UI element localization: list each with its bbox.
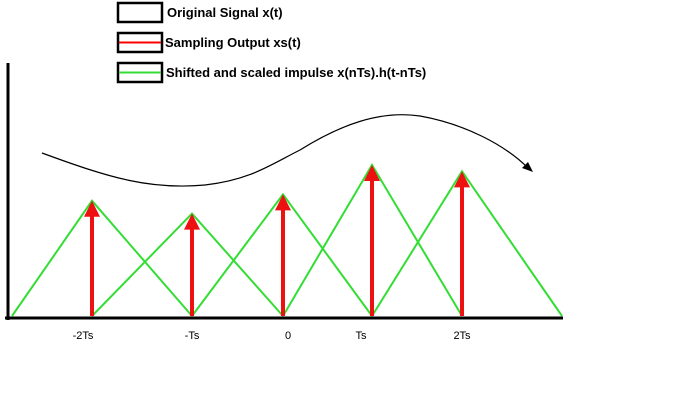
- tick-label-zero: 0: [285, 330, 291, 342]
- tick-label-2ts: 2Ts: [453, 330, 471, 342]
- sample-arrowhead-ts: [364, 164, 380, 181]
- legend-swatch-shifted-impulse: [116, 61, 164, 84]
- legend-swatch-sampling-output: [116, 31, 164, 54]
- triangle-pulse-minus-2ts: [11, 199, 193, 317]
- legend-label-sampling-output: Sampling Output xs(t): [165, 35, 301, 50]
- legend-label-original-signal: Original Signal x(t): [167, 5, 283, 20]
- sample-impulses: [84, 164, 470, 316]
- tick-label-minus-ts: -Ts: [185, 330, 200, 342]
- legend-label-shifted-impulse: Shifted and scaled impulse x(nTs).h(t-nT…: [166, 65, 426, 80]
- tick-label-minus-2ts: -2Ts: [73, 330, 94, 342]
- sample-arrowhead-zero: [275, 194, 291, 211]
- sample-arrowhead-minus-ts: [184, 213, 200, 230]
- legend: Original Signal x(t) Sampling Output xs(…: [116, 1, 426, 84]
- triangle-pulses: [11, 162, 563, 317]
- legend-item-original-signal: Original Signal x(t): [116, 1, 283, 24]
- sample-arrowhead-2ts: [454, 171, 470, 188]
- legend-item-shifted-impulse: Shifted and scaled impulse x(nTs).h(t-nT…: [116, 61, 426, 84]
- tick-label-ts: Ts: [356, 330, 368, 342]
- signal-arrowhead: [522, 162, 533, 172]
- triangle-pulse-2ts: [371, 169, 563, 317]
- legend-item-sampling-output: Sampling Output xs(t): [116, 31, 301, 54]
- tick-labels: -2Ts -Ts 0 Ts 2Ts: [73, 330, 471, 342]
- legend-swatch-original-signal: [116, 1, 164, 24]
- original-signal-curve: [41, 114, 529, 187]
- sample-arrowhead-minus-2ts: [84, 200, 100, 217]
